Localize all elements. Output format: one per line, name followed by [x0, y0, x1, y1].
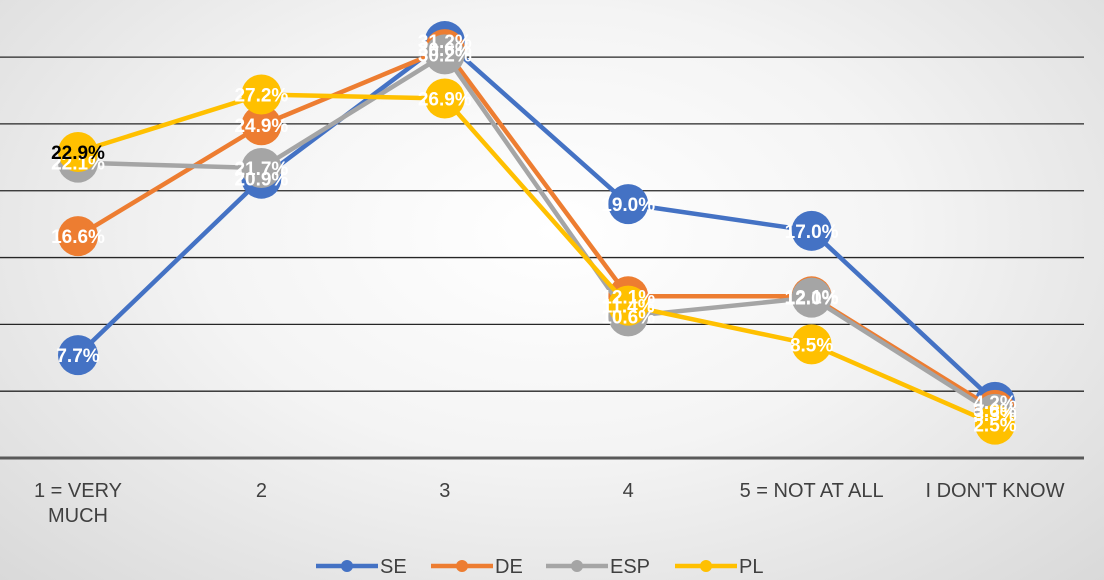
series-se	[58, 21, 1015, 422]
x-tick-label: 3	[439, 480, 450, 502]
legend-marker	[456, 560, 468, 572]
gridlines	[0, 56, 1084, 460]
series-layer: 7.7% 20.9% 31.2% 19.0% 17.0% 4.2% 16.6% 24.9% 30…	[51, 21, 1017, 445]
data-label: 7.7%	[56, 346, 99, 367]
data-label: 12.0%	[785, 289, 839, 310]
data-label: 30.6%	[418, 40, 472, 61]
legend-marker	[341, 560, 353, 572]
legend-item-esp: ESP	[546, 556, 650, 578]
data-point	[58, 216, 98, 257]
data-label: 2.5%	[973, 416, 1016, 437]
data-labels-de: 16.6% 24.9% 30.6% 12.1% 12.1% 3.6%	[51, 40, 1017, 422]
data-point	[241, 148, 282, 189]
data-labels-esp: 22.1% 21.7% 30.2% 10.6% 12.0% 3.3%	[51, 45, 1017, 425]
series-pl	[58, 74, 1015, 445]
legend: SE DE ESP PL	[316, 556, 763, 578]
legend-item-se: SE	[316, 556, 407, 578]
data-label: 26.9%	[418, 90, 472, 111]
data-label: 31.2%	[418, 32, 472, 53]
data-point	[241, 105, 282, 146]
data-point	[241, 74, 282, 115]
x-tick-label: I DON'T KNOW	[925, 480, 1064, 502]
data-label: 19.0%	[601, 195, 655, 216]
data-point	[424, 34, 465, 75]
legend-item-de: DE	[431, 556, 523, 578]
data-point	[58, 335, 98, 376]
data-point	[608, 285, 649, 326]
data-label: 27.2%	[234, 86, 288, 107]
x-tick-label: 1 = VERY MUCH	[34, 480, 122, 527]
legend-label: DE	[495, 556, 523, 578]
data-label: 24.9%	[234, 116, 288, 137]
data-point	[791, 324, 832, 365]
x-tick-label: 5 = NOT AT ALL	[740, 480, 884, 502]
x-axis-tick-labels: 1 = VERY MUCH 2 3 4 5 = NOT AT ALL I DON'T KNO…	[34, 480, 1065, 527]
data-label: 17.0%	[785, 222, 839, 243]
data-label: 20.9%	[234, 170, 288, 191]
legend-marker	[571, 560, 583, 572]
data-point	[791, 210, 832, 251]
data-label: 21.7%	[234, 159, 288, 180]
data-point	[58, 131, 98, 172]
series-line	[77, 52, 997, 416]
data-label: 22.1%	[51, 154, 105, 175]
data-label: 10.6%	[601, 307, 655, 328]
data-label: 30.2%	[418, 45, 472, 66]
data-label: 11.4%	[602, 297, 655, 318]
series-line	[76, 38, 997, 404]
data-label: 4.2%	[973, 393, 1016, 414]
data-label: 22.9%	[51, 143, 105, 164]
data-labels-se: 7.7% 20.9% 31.2% 19.0% 17.0% 4.2%	[56, 32, 1016, 414]
data-label: 12.1%	[601, 287, 655, 308]
legend-label: SE	[380, 556, 407, 578]
series-line	[76, 46, 997, 412]
legend-label: PL	[739, 556, 763, 578]
x-tick-label: 2	[256, 480, 267, 502]
data-labels-pl: 22.9% 27.2% 26.9% 11.4% 8.5% 2.5%	[51, 86, 1017, 437]
data-point	[975, 404, 1015, 445]
legend-label: ESP	[610, 556, 650, 578]
data-label: 8.5%	[790, 335, 833, 356]
data-label: 12.1%	[785, 287, 839, 308]
data-label: 3.3%	[973, 405, 1016, 426]
data-point	[424, 78, 465, 119]
legend-marker	[700, 560, 712, 572]
data-label: 3.6%	[973, 401, 1016, 422]
series-line	[77, 92, 996, 427]
data-point	[791, 277, 832, 318]
legend-item-pl: PL	[675, 556, 763, 578]
data-label: 16.6%	[51, 227, 105, 248]
data-point	[608, 184, 649, 225]
x-tick-label: 4	[623, 480, 634, 502]
